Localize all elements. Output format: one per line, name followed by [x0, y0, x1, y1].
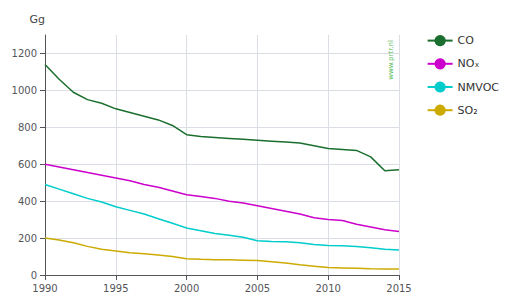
svg-text:400: 400 [18, 196, 37, 207]
svg-text:SO₂: SO₂ [458, 104, 478, 117]
svg-text:2005: 2005 [245, 283, 270, 294]
svg-text:NMVOC: NMVOC [458, 81, 500, 94]
svg-text:1995: 1995 [103, 283, 128, 294]
svg-text:Gg: Gg [29, 13, 45, 26]
svg-text:2010: 2010 [315, 283, 340, 294]
svg-text:2000: 2000 [174, 283, 199, 294]
svg-text:1200: 1200 [12, 48, 37, 59]
svg-text:NOₓ: NOₓ [458, 57, 480, 70]
svg-text:600: 600 [18, 159, 37, 170]
svg-text:1990: 1990 [32, 283, 57, 294]
svg-text:1000: 1000 [12, 85, 37, 96]
svg-text:800: 800 [18, 122, 37, 133]
svg-text:CO: CO [458, 34, 475, 47]
svg-text:www.prtr.nl: www.prtr.nl [387, 40, 395, 80]
svg-text:200: 200 [18, 233, 37, 244]
svg-text:0: 0 [31, 270, 37, 281]
svg-text:2015: 2015 [386, 283, 411, 294]
